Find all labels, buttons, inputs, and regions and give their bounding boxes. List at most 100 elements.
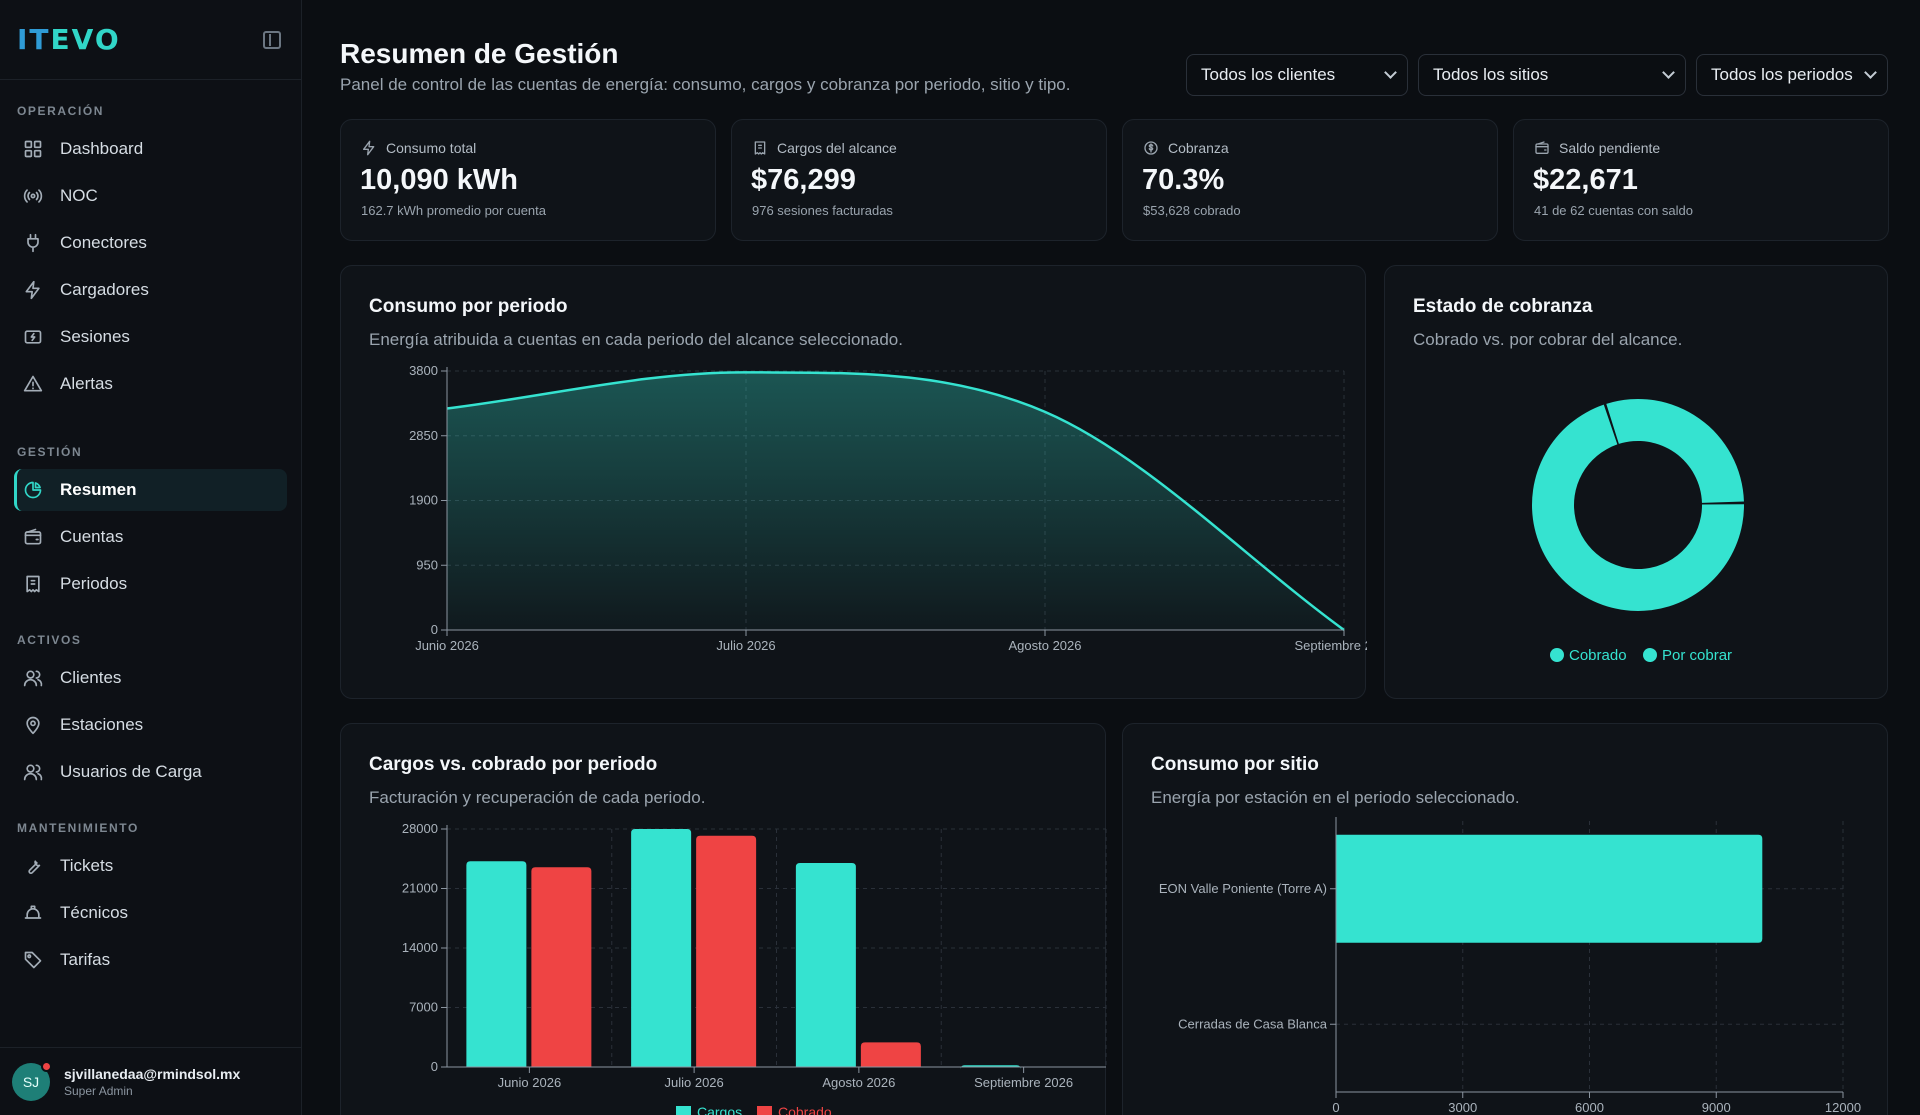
- user-profile[interactable]: SJ sjvillanedaa@rmindsol.mx Super Admin: [0, 1047, 302, 1115]
- sidebar-item-periodos[interactable]: Periodos: [14, 563, 287, 605]
- receipt-icon: [752, 140, 768, 156]
- wallet-icon: [22, 526, 44, 548]
- x-tick-label: 9000: [1702, 1100, 1731, 1115]
- site-filter-select[interactable]: Todos los sitios: [1418, 54, 1686, 96]
- y-tick-label: 0: [431, 622, 438, 637]
- users-icon: [22, 667, 44, 689]
- logo[interactable]: ITEVO: [17, 23, 121, 56]
- y-tick-label: 28000: [402, 821, 438, 836]
- chevron-down-icon: [1864, 66, 1877, 79]
- sidebar: ITEVO OPERACIÓN Dashboard NOC Conectores Car…: [0, 0, 302, 1115]
- kpi-subtext: 162.7 kWh promedio por cuenta: [361, 203, 546, 218]
- y-tick-label: 0: [431, 1059, 438, 1074]
- plug-icon: [22, 232, 44, 254]
- sidebar-item-usuarios-de-carga[interactable]: Usuarios de Carga: [14, 751, 287, 793]
- sidebar-item-conectores[interactable]: Conectores: [14, 222, 287, 264]
- sidebar-item-noc[interactable]: NOC: [14, 175, 287, 217]
- y-tick-label: 7000: [409, 1000, 438, 1015]
- sidebar-item-tarifas[interactable]: Tarifas: [14, 939, 287, 981]
- bar-cobrado: [860, 1042, 921, 1067]
- client-filter-select[interactable]: Todos los clientes: [1186, 54, 1408, 96]
- legend-swatch: [1550, 648, 1564, 662]
- kpi-card: Cobranza 70.3% $53,628 cobrado: [1122, 119, 1498, 241]
- sidebar-item-label: Tickets: [60, 856, 114, 875]
- x-tick-label: Agosto 2026: [822, 1075, 895, 1090]
- sidebar-item-clientes[interactable]: Clientes: [14, 657, 287, 699]
- y-tick-label: 950: [416, 557, 438, 572]
- sidebar-item-label: Clientes: [60, 668, 122, 687]
- sidebar-item-label: Técnicos: [60, 903, 129, 922]
- nav-section-title: GESTIÓN: [17, 445, 83, 459]
- legend-label: Cargos: [697, 1104, 742, 1115]
- kpi-value: 70.3%: [1142, 164, 1225, 196]
- sidebar-item-estaciones[interactable]: Estaciones: [14, 704, 287, 746]
- user-role: Super Admin: [64, 1083, 133, 1098]
- kpi-subtext: $53,628 cobrado: [1143, 203, 1241, 218]
- session-icon: [22, 326, 44, 348]
- donut-slice-por-cobrar: [1606, 399, 1744, 503]
- sidebar-item-sesiones[interactable]: Sesiones: [14, 316, 287, 358]
- sidebar-item-cargadores[interactable]: Cargadores: [14, 269, 287, 311]
- notification-dot: [41, 1060, 52, 1072]
- kpi-card: Consumo total 10,090 kWh 162.7 kWh promedi…: [340, 119, 716, 241]
- legend-label: Cobrado: [1569, 647, 1627, 664]
- sidebar-item-label: Estaciones: [60, 715, 144, 734]
- sidebar-item-técnicos[interactable]: Técnicos: [14, 892, 287, 934]
- legend-swatch: [757, 1106, 772, 1115]
- nav-section-title: OPERACIÓN: [17, 104, 105, 118]
- consumo-periodo-card: Consumo por periodo Energía atribuida a …: [340, 265, 1367, 699]
- area-line: [446, 371, 1345, 632]
- wallet-icon: [1534, 140, 1550, 156]
- y-tick-label: 2850: [409, 428, 438, 443]
- alert-icon: [22, 373, 44, 395]
- nav-section: GESTIÓN Resumen Cuentas Periodos: [0, 445, 301, 605]
- radio-icon: [22, 185, 44, 207]
- legend-label: Por cobrar: [1662, 647, 1732, 664]
- sidebar-item-cuentas[interactable]: Cuentas: [14, 516, 287, 558]
- bar-cobrado: [696, 835, 757, 1067]
- x-tick-label: 6000: [1575, 1100, 1604, 1115]
- y-tick-label: 21000: [402, 881, 438, 896]
- cargos-cobrado-chart: 0 7000 14000 21000 28000 Junio 2026 Julio 2026…: [402, 821, 1107, 1115]
- donut-slice-cobrado: [1532, 404, 1744, 611]
- kpi-card: Cargos del alcance $76,299 976 sesiones fa…: [731, 119, 1107, 241]
- card-title: Consumo por sitio: [1151, 754, 1319, 775]
- nav-section: OPERACIÓN Dashboard NOC Conectores Cargadore…: [0, 104, 301, 405]
- users-icon: [22, 761, 44, 783]
- card-title: Estado de cobranza: [1413, 296, 1593, 317]
- period-filter-select[interactable]: Todos los periodos: [1696, 54, 1888, 96]
- sidebar-item-resumen[interactable]: Resumen: [14, 469, 287, 511]
- area-fill: [447, 372, 1344, 630]
- nav-section-title: ACTIVOS: [17, 633, 82, 647]
- avatar[interactable]: SJ: [12, 1060, 52, 1101]
- y-tick-label: 1900: [409, 493, 438, 508]
- x-tick-label: 12000: [1825, 1100, 1861, 1115]
- bar-cargos: [466, 861, 527, 1067]
- y-tick-label: EON Valle Poniente (Torre A): [1159, 881, 1327, 896]
- consumo-periodo-chart: 0 950 1900 2850 3800 Junio 2026 Julio 2026 Agos…: [409, 363, 1367, 653]
- x-tick-label: Agosto 2026: [1008, 638, 1081, 653]
- x-tick-label: Septiembre 2026: [1294, 638, 1367, 653]
- bolt-icon: [22, 279, 44, 301]
- kpi-value: $22,671: [1533, 164, 1638, 196]
- sidebar-item-label: Periodos: [60, 574, 128, 593]
- cargos-cobrado-card: Cargos vs. cobrado por periodo Facturaci…: [340, 723, 1107, 1115]
- card-subtitle: Energía atribuida a cuentas en cada peri…: [369, 330, 903, 349]
- x-tick-label: Julio 2026: [664, 1075, 723, 1090]
- page-subtitle: Panel de control de las cuentas de energ…: [340, 75, 1071, 94]
- user-email: sjvillanedaa@rmindsol.mx: [64, 1065, 241, 1082]
- coin-icon: [1143, 140, 1159, 156]
- sidebar-item-alertas[interactable]: Alertas: [14, 363, 287, 405]
- sidebar-item-label: Conectores: [60, 233, 147, 252]
- chevron-down-icon: [1662, 66, 1675, 79]
- x-tick-label: 0: [1332, 1100, 1339, 1115]
- collapse-sidebar-icon[interactable]: [263, 30, 281, 49]
- estado-cobranza-card: Estado de cobranza Cobrado vs. por cobra…: [1384, 265, 1888, 699]
- pin-icon: [22, 714, 44, 736]
- sidebar-item-label: Usuarios de Carga: [60, 762, 202, 781]
- sidebar-item-tickets[interactable]: Tickets: [14, 845, 287, 887]
- y-tick-label: 3800: [409, 363, 438, 378]
- sidebar-item-dashboard[interactable]: Dashboard: [14, 128, 287, 170]
- kpi-label: Cargos del alcance: [752, 140, 897, 156]
- legend-swatch: [676, 1106, 691, 1115]
